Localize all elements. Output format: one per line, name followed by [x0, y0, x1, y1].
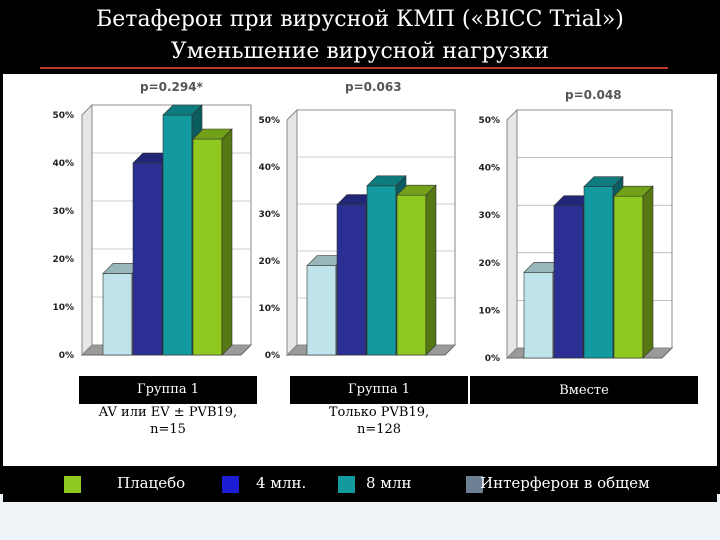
y-tick-label-2-3: 30% — [258, 210, 280, 220]
header: Бетаферон при вирусной КМП («BICC Trial»… — [0, 0, 720, 74]
y-tick-label-3-3: 30% — [478, 211, 500, 221]
bar-2-2 — [336, 204, 367, 356]
y-tick-label-3-1: 10% — [478, 306, 500, 316]
group-desc-1-line2: n=15 — [150, 422, 186, 437]
p-value-3: p=0.048 — [565, 88, 622, 102]
y-tick-label-3-2: 20% — [478, 259, 500, 269]
group-desc-1: AV или EV ± PVB19, n=15 — [79, 404, 257, 444]
group-box-1: Группа 1 — [79, 376, 257, 404]
bar-side-1-4 — [221, 128, 233, 356]
bar-1-4 — [192, 138, 223, 356]
bar-3-1 — [523, 272, 554, 359]
bar-side-2-4 — [425, 184, 437, 356]
bar-1-2 — [132, 162, 163, 356]
legend-label-4mln: 4 млн. — [256, 474, 307, 492]
y-tick-label-1-1: 10% — [52, 303, 74, 313]
group-desc-2-line1: Только PVB19, — [328, 405, 430, 420]
y-tick-label-3-5: 50% — [478, 116, 500, 126]
slide-subtitle: Уменьшение вирусной нагрузки — [170, 39, 550, 64]
group-box-2: Группа 1 — [290, 376, 468, 404]
y-tick-label-2-1: 10% — [258, 304, 280, 314]
group-label-2: Группа 1 — [347, 382, 411, 397]
bar-2-3 — [366, 185, 397, 356]
y-tick-label-2-4: 40% — [258, 163, 280, 173]
bar-2-1 — [306, 265, 337, 356]
y-tick-label-1-0: 0% — [59, 351, 74, 361]
bar-1-1 — [102, 273, 133, 356]
y-tick-label-2-2: 20% — [258, 257, 280, 267]
p-value-1: p=0.294* — [140, 80, 204, 94]
legend-label-placebo: Плацебо — [117, 474, 186, 492]
chart-side-wall-2 — [286, 108, 298, 357]
y-tick-label-1-2: 20% — [52, 255, 74, 265]
bar-side-3-4 — [642, 185, 654, 359]
p-value-2: p=0.063 — [345, 80, 402, 94]
group-desc-2: Только PVB19, n=128 — [290, 404, 468, 444]
bar-2-4 — [396, 194, 427, 356]
slide-title: Бетаферон при вирусной КМП («BICC Trial»… — [96, 7, 624, 32]
title-underline — [40, 67, 668, 69]
group-desc-1-line1: AV или EV ± PVB19, — [98, 405, 238, 420]
legend-swatch-8mln — [338, 476, 355, 493]
legend-swatch-placebo — [64, 476, 81, 493]
chart-side-wall-3 — [506, 108, 518, 360]
y-tick-label-1-3: 30% — [52, 207, 74, 217]
group-label-3: Вместе — [559, 383, 609, 398]
y-tick-label-1-5: 50% — [52, 111, 74, 121]
bar-3-4 — [613, 195, 644, 359]
group-box-3: Вместе — [470, 376, 698, 404]
legend-swatch-total — [466, 476, 483, 493]
y-tick-label-1-4: 40% — [52, 159, 74, 169]
y-tick-label-3-0: 0% — [485, 354, 500, 364]
legend — [3, 466, 717, 502]
y-tick-label-3-4: 40% — [478, 164, 500, 174]
legend-label-total: Интерферон в общем — [480, 474, 650, 492]
y-tick-label-2-5: 50% — [258, 116, 280, 126]
legend-label-8mln: 8 млн — [366, 474, 412, 492]
bar-3-3 — [583, 186, 614, 359]
group-desc-2-line2: n=128 — [356, 422, 402, 437]
bar-1-3 — [162, 114, 193, 356]
y-tick-label-2-0: 0% — [265, 351, 280, 361]
group-label-1: Группа 1 — [136, 382, 200, 397]
legend-swatch-4mln — [222, 476, 239, 493]
chart-side-wall-1 — [81, 103, 93, 357]
bar-3-2 — [553, 205, 584, 359]
